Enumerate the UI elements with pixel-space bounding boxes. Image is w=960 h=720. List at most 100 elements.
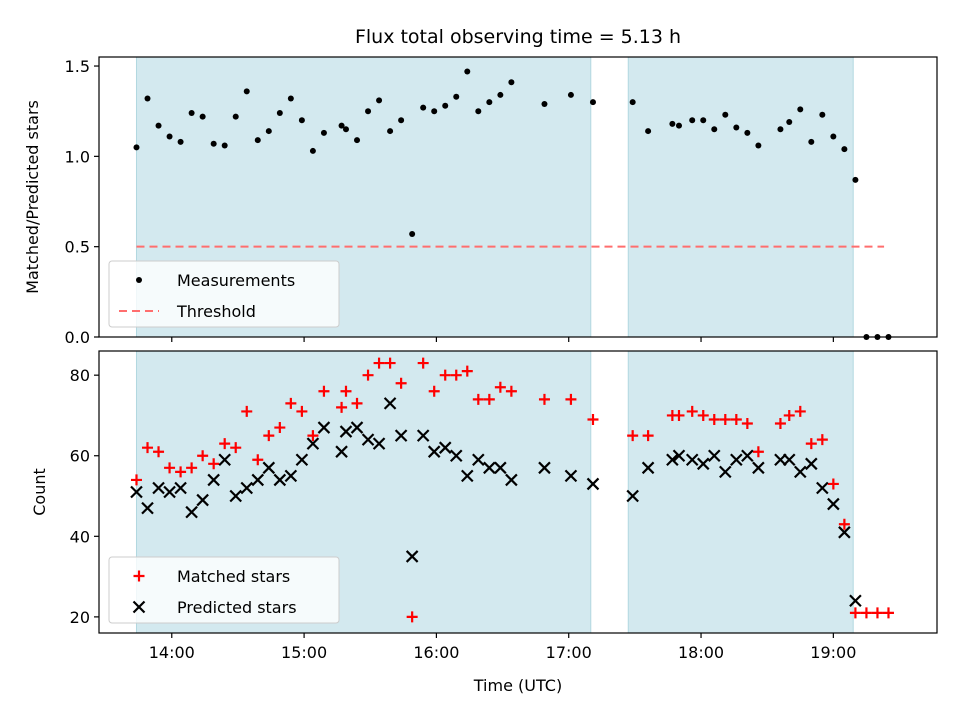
matched-stars-point-58 (860, 607, 872, 619)
measurements-point-54 (819, 111, 826, 118)
predicted-stars-point-22 (361, 433, 375, 446)
bottom-panel-series (130, 357, 894, 623)
measurements-point-28 (431, 108, 438, 115)
matched-stars-point-20 (340, 385, 352, 397)
measurements-point-27 (420, 104, 427, 111)
predicted-stars-point-26 (405, 550, 419, 563)
matched-stars-point-50 (774, 418, 786, 430)
predicted-stars-point-54 (816, 481, 829, 495)
legend-box (108, 260, 340, 328)
matched-stars-point-14 (274, 422, 286, 434)
legend-marker-matched-stars (133, 570, 145, 582)
matched-stars-point-45 (708, 413, 720, 425)
predicted-stars-series (130, 397, 862, 608)
predicted-stars-point-4 (163, 485, 176, 499)
predicted-stars-point-29 (438, 441, 452, 454)
matched-stars-point-13 (263, 430, 275, 442)
measurements-point-21 (354, 137, 361, 144)
predicted-stars-point-19 (335, 445, 348, 458)
measurements-point-17 (309, 147, 316, 154)
predicted-stars-point-45 (707, 449, 721, 463)
predicted-stars-point-12 (251, 473, 265, 487)
predicted-stars-point-17 (306, 437, 320, 450)
predicted-stars-point-28 (427, 445, 441, 458)
matched-stars-point-52 (794, 405, 806, 417)
top-panel-series (133, 68, 892, 340)
matched-stars-point-47 (730, 413, 742, 425)
matched-stars-point-28 (428, 385, 440, 397)
predicted-stars-point-9 (218, 453, 231, 467)
matched-stars-point-36 (538, 393, 550, 405)
predicted-stars-point-49 (752, 461, 765, 475)
predicted-stars-point-57 (849, 594, 862, 608)
matched-stars-point-46 (719, 413, 731, 425)
x-tick-label: 16:00 (413, 643, 459, 662)
predicted-stars-point-20 (339, 425, 353, 438)
bottom-panel-y-ticks: 20 40 60 80 (70, 366, 99, 627)
predicted-stars-point-36 (538, 461, 551, 475)
measurements-point-35 (508, 79, 515, 86)
measurements-point-39 (629, 99, 636, 106)
matched-stars-point-29 (439, 369, 451, 381)
matched-stars-point-2 (142, 442, 154, 454)
matched-stars-point-21 (351, 397, 363, 409)
measurements-point-22 (365, 108, 372, 115)
predicted-stars-point-42 (672, 449, 686, 463)
measurements-point-30 (453, 93, 460, 100)
predicted-stars-point-39 (626, 489, 639, 503)
matched-stars-point-6 (186, 462, 198, 474)
matched-stars-point-35 (505, 385, 517, 397)
matched-stars-point-54 (816, 434, 828, 446)
measurements-point-25 (398, 117, 405, 124)
legend-marker-measurements (136, 277, 142, 283)
measurements-point-31 (464, 68, 471, 75)
legend-label-matched-stars: Matched stars (177, 567, 290, 586)
observing-interval-2 (627, 56, 854, 338)
predicted-stars-point-25 (394, 429, 408, 442)
predicted-stars-point-35 (505, 473, 518, 487)
predicted-stars-point-46 (719, 465, 732, 479)
measurements-point-33 (486, 99, 493, 106)
matched-stars-point-4 (164, 462, 176, 474)
measurements-point-42 (675, 122, 682, 129)
predicted-stars-point-52 (793, 465, 807, 479)
measurements-point-57 (852, 176, 859, 183)
matched-stars-point-44 (697, 409, 709, 421)
measurements-point-7 (199, 113, 206, 120)
matched-stars-point-27 (417, 357, 429, 369)
measurements-point-43 (689, 117, 696, 124)
predicted-stars-point-43 (685, 453, 699, 467)
measurements-point-8 (210, 140, 217, 147)
predicted-stars-point-5 (174, 481, 187, 495)
bottom-panel-x-axis-label: Time (UTC) (473, 676, 562, 695)
matched-stars-point-8 (208, 458, 220, 470)
matched-stars-point-10 (230, 442, 242, 454)
matched-stars-point-16 (296, 405, 308, 417)
predicted-stars-point-44 (696, 457, 710, 471)
matched-stars-point-55 (827, 478, 839, 490)
measurements-point-49 (755, 142, 762, 149)
predicted-stars-point-14 (273, 473, 287, 487)
legend-label-threshold: Threshold (176, 302, 256, 321)
matched-stars-point-12 (252, 454, 264, 466)
matched-stars-point-49 (752, 446, 764, 458)
predicted-stars-point-32 (472, 453, 485, 467)
predicted-stars-point-51 (782, 453, 796, 467)
y-tick-label: 0.0 (65, 328, 90, 347)
matched-stars-point-39 (627, 430, 639, 442)
measurements-point-34 (497, 91, 504, 98)
measurements-point-51 (786, 119, 793, 126)
measurements-point-38 (589, 99, 596, 106)
predicted-stars-point-53 (805, 457, 818, 471)
measurements-point-12 (254, 137, 261, 144)
matched-stars-point-11 (241, 405, 253, 417)
matched-stars-point-18 (318, 385, 330, 397)
measurements-point-19 (338, 122, 345, 129)
predicted-stars-point-21 (350, 421, 364, 434)
measurements-point-32 (475, 108, 482, 115)
predicted-stars-point-37 (564, 469, 578, 483)
top-panel-legend: Measurements Threshold (108, 260, 340, 328)
matched-stars-point-48 (741, 418, 753, 430)
